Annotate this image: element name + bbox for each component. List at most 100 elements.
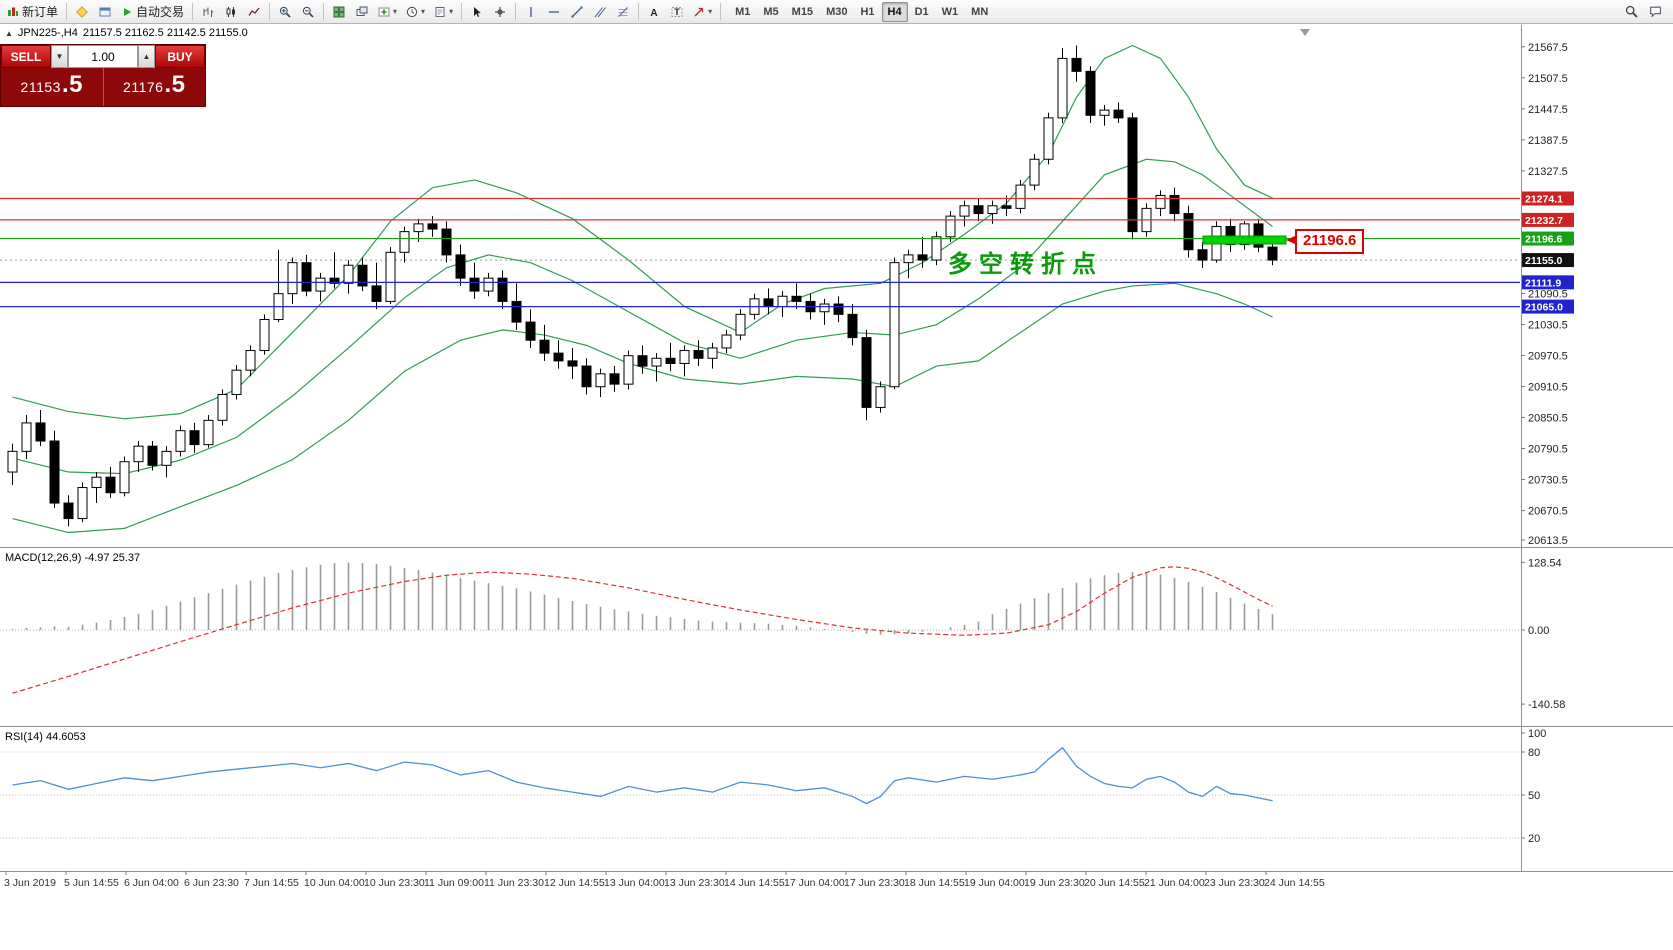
timeframe-M15[interactable]: M15 [791,5,814,18]
svg-text:20 Jun 14:55: 20 Jun 14:55 [1084,877,1145,889]
svg-text:14 Jun 14:55: 14 Jun 14:55 [724,877,785,889]
bollinger-bands [12,44,1273,534]
timeframe-H4[interactable]: H4 [881,1,908,22]
vertical-line-icon [525,6,537,18]
timeframe-group: M1 M5 M15 M30 H1 H4 D1 W1 MN [729,1,994,22]
price-axis: 21567.5 21507.5 21447.5 21387.5 21327.5 21090… [1521,42,1574,845]
terminal-button[interactable] [94,2,116,22]
svg-text:100: 100 [1528,728,1546,740]
arrow-shape-icon [693,6,705,18]
svg-text:12 Jun 14:55: 12 Jun 14:55 [544,877,605,889]
timeframe-H1[interactable]: H1 [860,5,875,18]
main-toolbar: 新订单 自动交易 ▾ ▾ ▾ A T ▾ M1 M5 M15 M30 H1 H4 D1 W1 M… [0,0,1673,24]
timeframe-W1[interactable]: W1 [941,5,959,18]
chart-shift-marker[interactable] [1300,29,1310,36]
macd-histogram [11,562,1274,635]
buy-button[interactable]: BUY [155,45,205,68]
line-chart-button[interactable] [243,2,265,22]
svg-text:A: A [650,7,657,17]
zoom-in-button[interactable] [274,2,296,22]
svg-text:21065.0: 21065.0 [1525,302,1563,314]
zoom-in-icon [279,6,291,18]
svg-text:6 Jun 23:30: 6 Jun 23:30 [184,877,239,889]
timeframe-M5[interactable]: M5 [763,5,779,18]
sell-price[interactable]: 21153.5 [1,68,104,106]
svg-text:20790.5: 20790.5 [1528,444,1568,456]
vertical-line-tool-button[interactable] [520,2,542,22]
label-tool-button[interactable]: T [666,2,688,22]
cascade-windows-icon [356,6,368,18]
svg-text:5 Jun 14:55: 5 Jun 14:55 [64,877,119,889]
volume-decrease-button[interactable]: ▼ [51,45,68,68]
svg-text:20: 20 [1528,833,1540,845]
volume-increase-button[interactable]: ▲ [138,45,155,68]
svg-text:23 Jun 23:30: 23 Jun 23:30 [1204,877,1265,889]
periods-button[interactable]: ▾ [402,2,429,22]
panel-separators [0,25,1673,872]
line-chart-icon [248,6,260,18]
rsi-line [12,746,1273,805]
autotrade-button[interactable]: 自动交易 [117,2,188,22]
svg-text:20970.5: 20970.5 [1528,350,1568,362]
horizontal-level-lines[interactable] [0,197,1520,308]
horizontal-line-tool-button[interactable] [543,2,565,22]
sell-price-frac: .5 [61,71,83,98]
candlesticks[interactable] [7,45,1278,527]
buy-price[interactable]: 21176.5 [104,68,206,106]
macd-signal-line [12,566,1273,694]
svg-text:21567.5: 21567.5 [1528,42,1568,54]
arrow-tools-button[interactable]: ▾ [689,2,716,22]
text-label-icon: T [671,6,683,18]
timeframe-MN[interactable]: MN [971,5,989,18]
svg-text:21030.5: 21030.5 [1528,319,1568,331]
sell-price-main: 21153 [20,79,61,95]
horizontal-line-icon [548,6,560,18]
tile-windows-button[interactable] [328,2,350,22]
timeframe-M1[interactable]: M1 [735,5,751,18]
price-callout-label[interactable]: 21196.6 [1295,229,1365,254]
volume-input[interactable] [68,45,138,68]
svg-text:21507.5: 21507.5 [1528,73,1568,85]
cascade-windows-button[interactable] [351,2,373,22]
template-icon [434,6,446,18]
clock-icon [406,6,418,18]
indicators-button[interactable]: ▾ [374,2,401,22]
timeframe-M30[interactable]: M30 [826,5,848,18]
svg-text:10 Jun 23:30: 10 Jun 23:30 [364,877,425,889]
symbol-search-button[interactable] [1620,2,1642,22]
templates-button[interactable]: ▾ [430,2,457,22]
search-icon [1625,5,1638,18]
chat-button[interactable] [1644,2,1666,22]
svg-text:21387.5: 21387.5 [1528,135,1568,147]
crosshair-button[interactable] [489,2,511,22]
new-order-button[interactable]: 新订单 [3,2,62,22]
fibonacci-tool-button[interactable] [612,2,634,22]
one-click-trading-panel: SELL ▼ ▲ BUY 21153.5 21176.5 [0,44,206,107]
chart-symbol: JPN225-,H4 [17,27,78,39]
text-tool-button[interactable]: A [643,2,665,22]
callout-arrow-icon [1286,236,1295,244]
fibonacci-icon [617,6,629,18]
svg-text:3 Jun 2019: 3 Jun 2019 [4,877,56,889]
svg-text:21090.5: 21090.5 [1528,288,1568,300]
bar-chart-button[interactable] [197,2,219,22]
channel-tool-button[interactable] [589,2,611,22]
highlight-bar[interactable] [1202,235,1287,245]
zoom-out-button[interactable] [297,2,319,22]
svg-text:11 Jun 09:00: 11 Jun 09:00 [424,877,484,889]
buy-price-main: 21176 [123,79,164,95]
candlestick-chart-button[interactable] [220,2,242,22]
timeframe-D1[interactable]: D1 [914,5,929,18]
cursor-button[interactable] [466,2,488,22]
metaeditor-button[interactable] [71,2,93,22]
diamond-icon [76,5,88,18]
trendline-tool-button[interactable] [566,2,588,22]
svg-text:20730.5: 20730.5 [1528,475,1568,487]
svg-text:18 Jun 14:55: 18 Jun 14:55 [904,877,965,889]
svg-text:7 Jun 14:55: 7 Jun 14:55 [244,877,299,889]
buy-price-frac: .5 [164,71,186,98]
cursor-icon [471,6,483,18]
svg-text:21232.7: 21232.7 [1525,215,1563,227]
sell-button[interactable]: SELL [1,45,51,68]
